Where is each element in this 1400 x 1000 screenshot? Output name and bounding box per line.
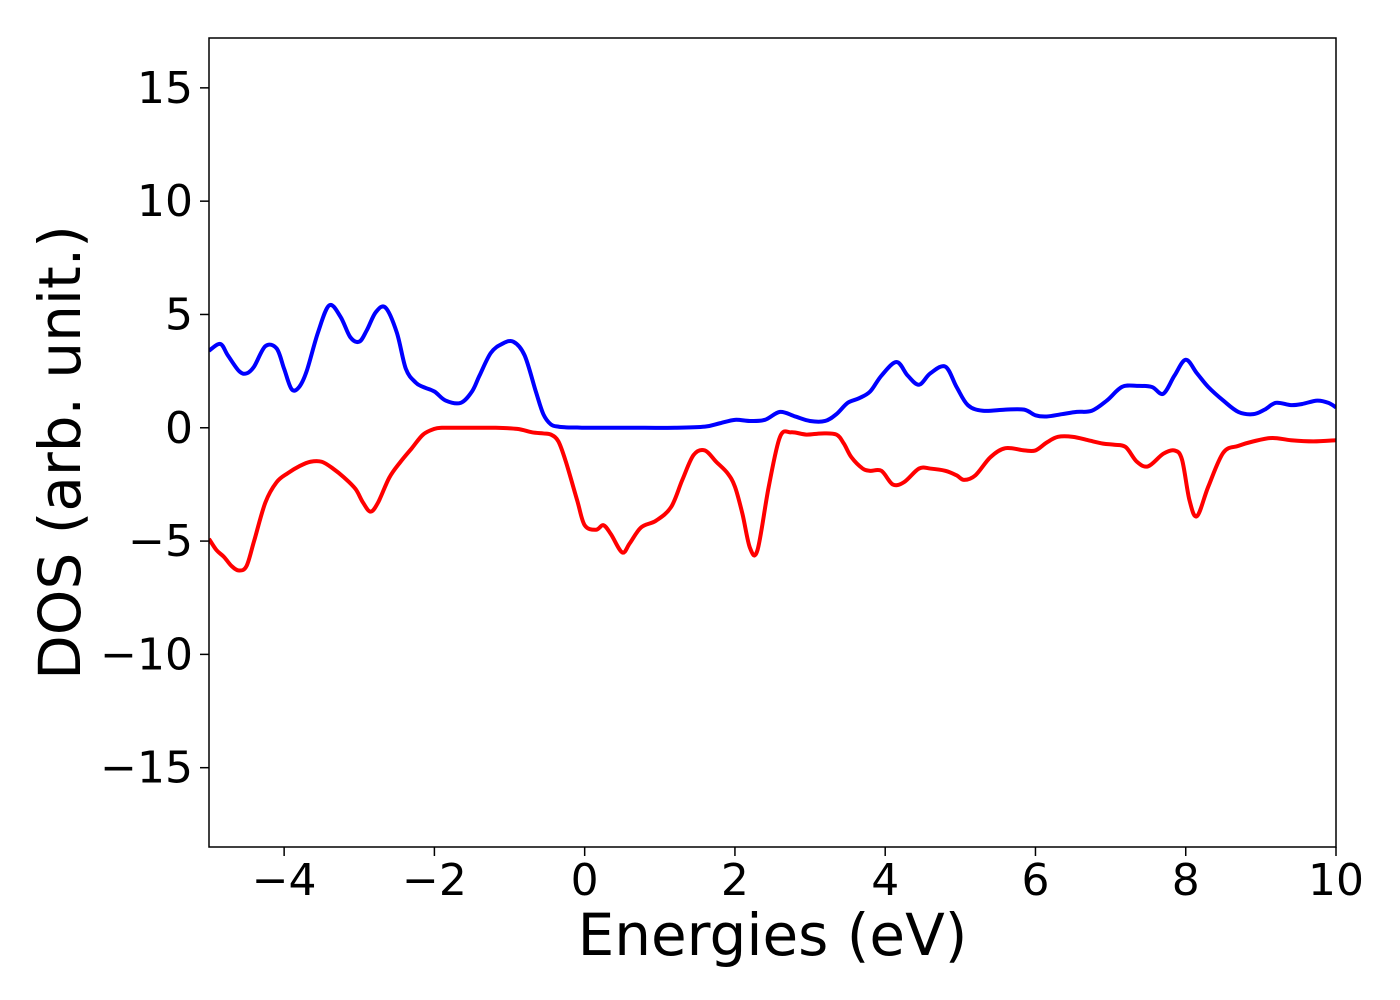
series-line-1 (209, 302, 1336, 430)
x-tick-label: 6 (1021, 855, 1049, 906)
x-tick-label: 8 (1172, 855, 1200, 906)
x-tick-label: 4 (871, 855, 899, 906)
y-axis-title: DOS (arb. unit.) (26, 225, 94, 680)
y-tick-label: −5 (128, 516, 193, 567)
y-tick-label: 15 (137, 63, 193, 114)
x-tick-label: −2 (402, 855, 467, 906)
x-axis-ticks: −4 −2 0 2 4 6 8 10 (252, 847, 1364, 906)
series-line-2 (209, 425, 1336, 573)
series-layer (209, 302, 1336, 573)
x-tick-label: 2 (721, 855, 749, 906)
x-tick-label: 0 (571, 855, 599, 906)
x-tick-label: 10 (1308, 855, 1364, 906)
x-axis-title: Energies (eV) (578, 901, 968, 969)
y-tick-label: 5 (165, 289, 193, 340)
y-axis-ticks: −15 −10 −5 0 5 10 15 (100, 63, 209, 794)
y-tick-label: −10 (100, 629, 193, 680)
y-tick-label: −15 (100, 743, 193, 794)
y-tick-label: 10 (137, 176, 193, 227)
y-tick-label: 0 (165, 403, 193, 454)
axes-frame (208, 37, 1337, 848)
x-tick-label: −4 (252, 855, 317, 906)
